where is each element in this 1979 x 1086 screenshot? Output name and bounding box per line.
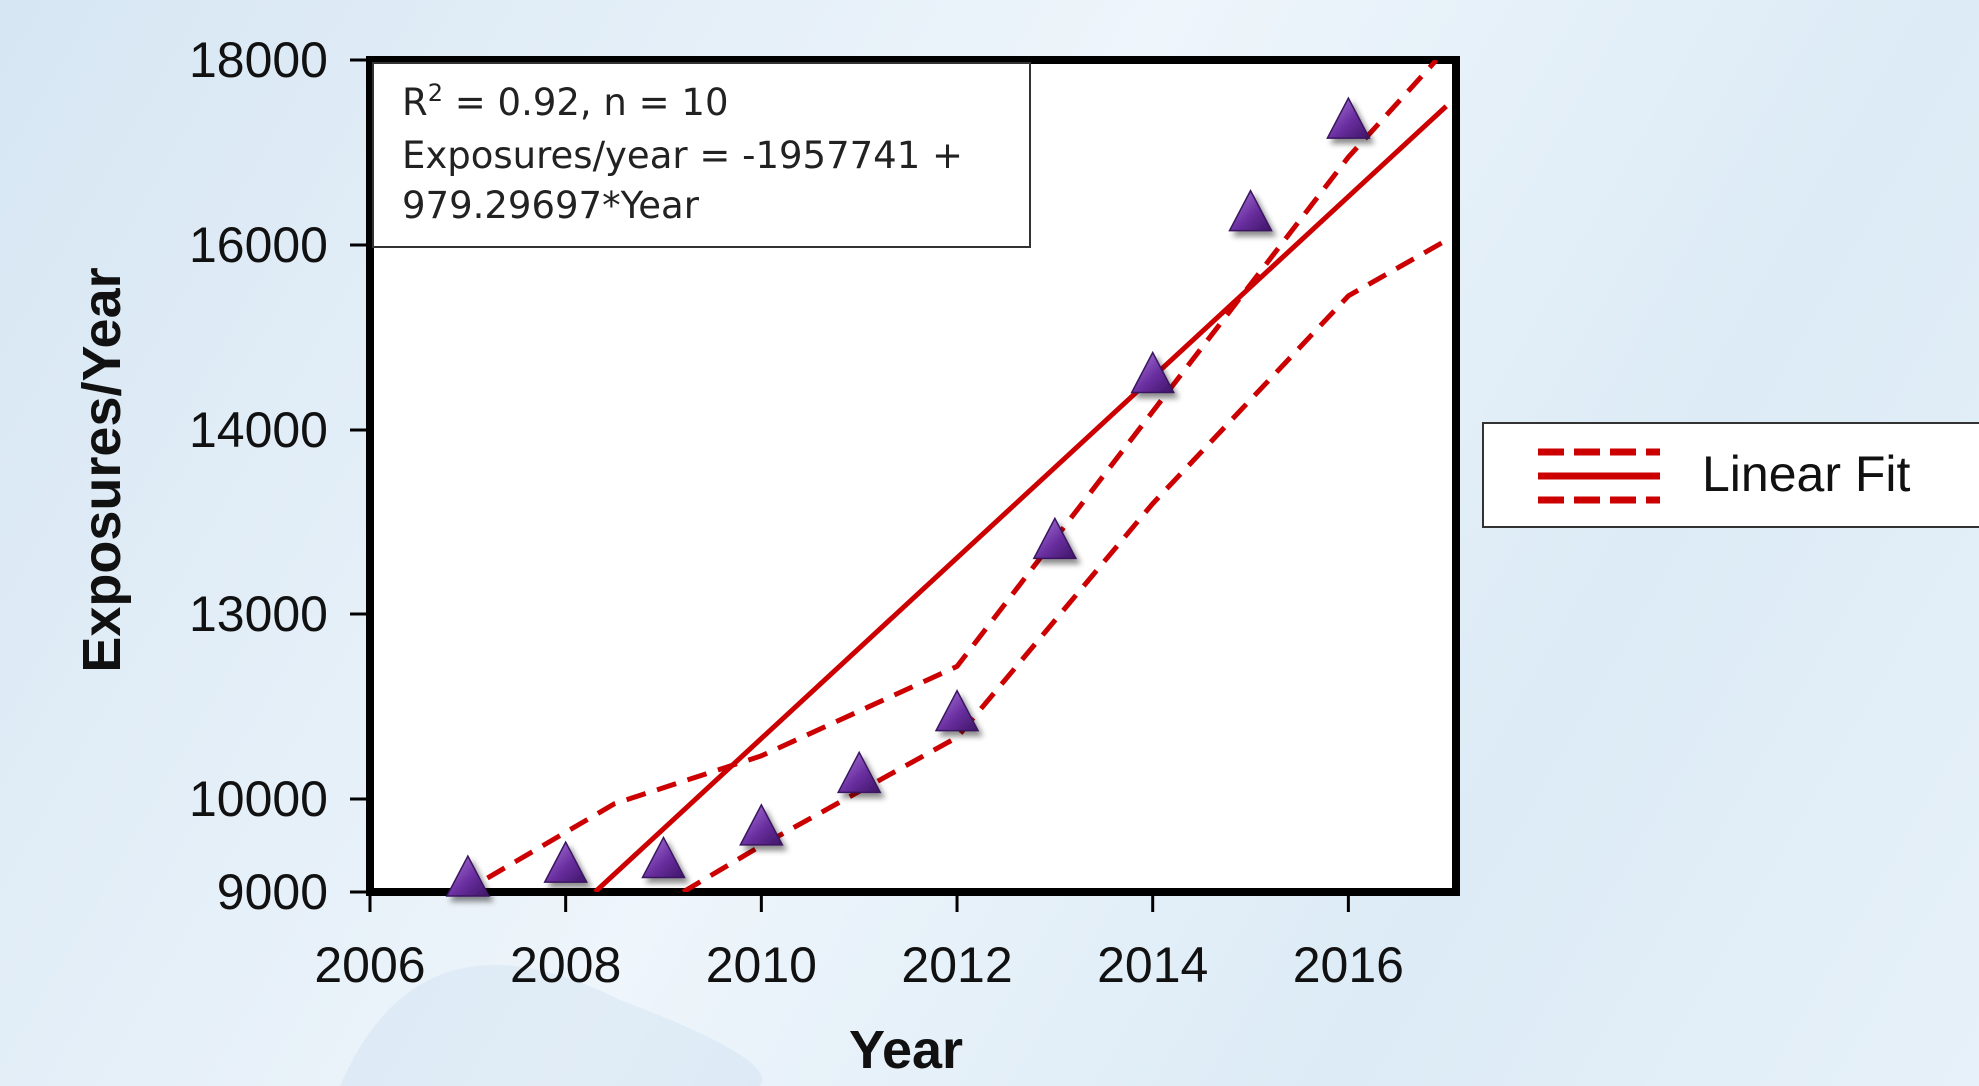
annotation-equation-line2: 979.29697*Year (402, 184, 700, 227)
annotation-equation-line1: Exposures/year = -1957741 + (402, 134, 963, 177)
data-point-triangle (641, 835, 686, 879)
x-tick-label: 2008 (510, 937, 621, 993)
data-point-triangle (1228, 189, 1273, 232)
x-tick-label: 2014 (1097, 937, 1208, 993)
data-point-triangle (543, 840, 588, 883)
svg-text:R2 = 0.92, n = 10: R2 = 0.92, n = 10 (402, 79, 729, 124)
axes: 2006 2008 2010 2012 2014 2016 9000 10000 13000 14… (189, 32, 1404, 993)
annotation-r-value: = 0.92, n = 10 (443, 81, 729, 124)
y-tick-label: 9000 (217, 864, 328, 920)
fit-lines (486, 60, 1448, 892)
y-tick-label: 18000 (189, 32, 328, 88)
data-point-triangle (934, 689, 980, 732)
y-tick-label: 10000 (189, 771, 328, 827)
legend: Linear Fit (1482, 422, 1979, 528)
confidence-band-lower-line (681, 238, 1448, 892)
data-markers (445, 96, 1371, 897)
data-point-triangle (836, 750, 882, 794)
data-point-triangle (445, 854, 491, 897)
y-tick-label: 14000 (189, 402, 328, 458)
confidence-band-upper-line (486, 60, 1439, 881)
annotation-r-superscript: 2 (428, 79, 443, 107)
x-tick-label: 2006 (314, 937, 425, 993)
data-point-triangle (739, 803, 784, 846)
y-tick-label: 13000 (189, 586, 328, 642)
annotation-box: R2 = 0.92, n = 10 Exposures/year = -1957… (372, 62, 1031, 248)
legend-label: Linear Fit (1702, 446, 1911, 502)
x-tick-label: 2016 (1293, 937, 1404, 993)
x-tick-label: 2010 (706, 937, 817, 993)
x-axis-title: Year (849, 1020, 963, 1080)
annotation-r-label: R (402, 81, 428, 124)
data-point-triangle (1032, 516, 1078, 560)
data-point-triangle (1326, 96, 1371, 139)
x-tick-label: 2012 (901, 937, 1012, 993)
background-swoosh (340, 965, 763, 1086)
linear-fit-line (593, 104, 1448, 892)
y-tick-label: 16000 (189, 217, 328, 273)
y-axis-title: Exposures/Year (72, 267, 132, 672)
data-point-triangle (1130, 350, 1175, 394)
